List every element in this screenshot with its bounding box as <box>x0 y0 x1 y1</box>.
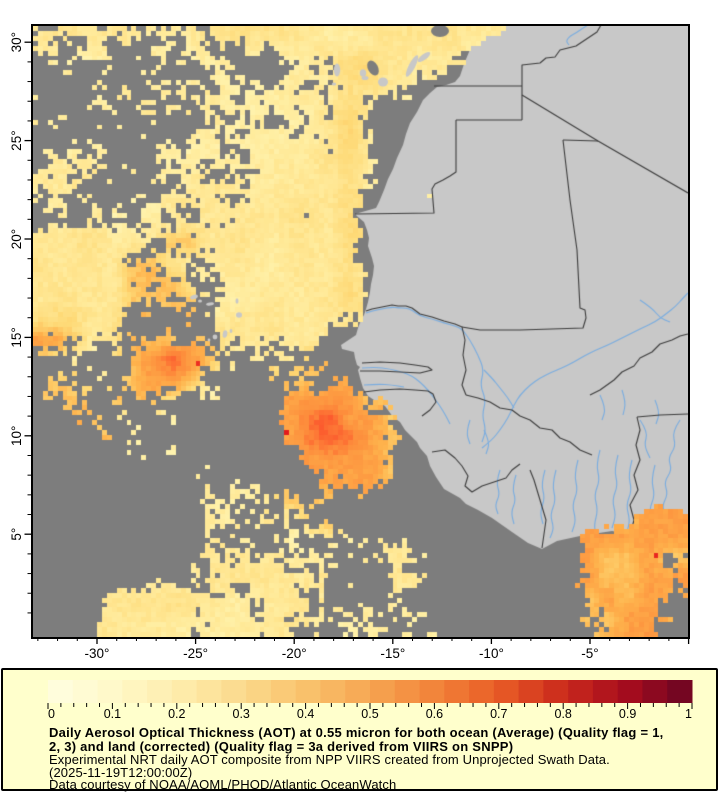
svg-text:0.7: 0.7 <box>490 707 507 721</box>
svg-text:20°: 20° <box>9 229 24 249</box>
svg-text:0.9: 0.9 <box>619 707 636 721</box>
svg-text:-15°: -15° <box>380 646 405 661</box>
svg-text:1: 1 <box>685 707 692 721</box>
svg-text:0.6: 0.6 <box>426 707 443 721</box>
svg-text:-25°: -25° <box>183 646 208 661</box>
svg-text:0.8: 0.8 <box>555 707 572 721</box>
svg-text:25°: 25° <box>9 130 24 150</box>
svg-text:10°: 10° <box>9 426 24 446</box>
svg-text:15°: 15° <box>9 327 24 347</box>
svg-text:0: 0 <box>48 707 55 721</box>
svg-text:-5°: -5° <box>581 646 598 661</box>
svg-text:0.1: 0.1 <box>104 707 121 721</box>
svg-text:-20°: -20° <box>282 646 307 661</box>
svg-text:0.3: 0.3 <box>233 707 250 721</box>
svg-text:0.4: 0.4 <box>297 707 314 721</box>
svg-text:-30°: -30° <box>85 646 110 661</box>
svg-text:5°: 5° <box>9 528 24 541</box>
svg-text:0.5: 0.5 <box>361 707 378 721</box>
svg-text:30°: 30° <box>9 32 24 52</box>
svg-text:0.2: 0.2 <box>168 707 185 721</box>
svg-text:-10°: -10° <box>479 646 504 661</box>
